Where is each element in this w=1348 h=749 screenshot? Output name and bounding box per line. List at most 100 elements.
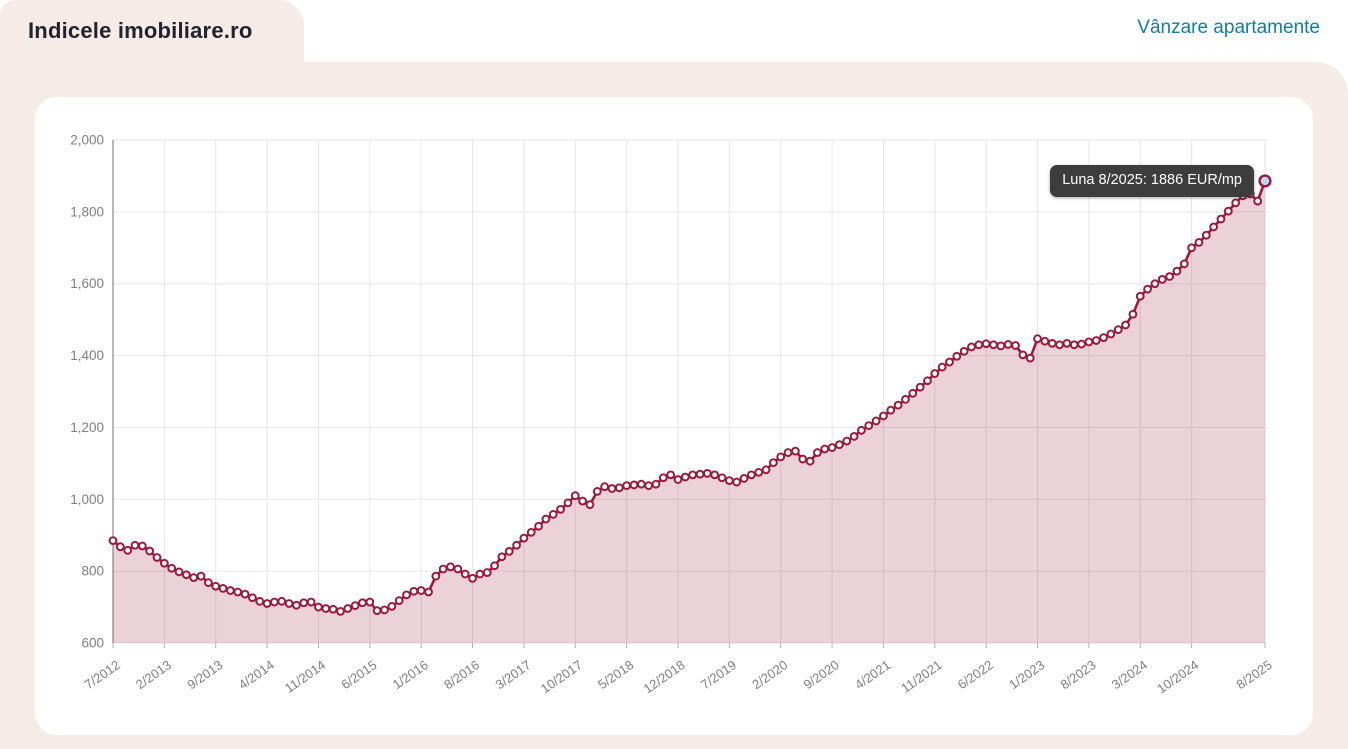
data-point-marker[interactable] bbox=[688, 470, 698, 480]
data-point-marker[interactable] bbox=[519, 533, 529, 543]
data-point-marker[interactable] bbox=[563, 498, 573, 508]
data-point-marker[interactable] bbox=[981, 339, 991, 349]
data-point-marker[interactable] bbox=[651, 479, 661, 489]
data-point-marker[interactable] bbox=[901, 395, 910, 404]
data-point-marker[interactable] bbox=[130, 540, 140, 550]
data-point-marker[interactable] bbox=[923, 376, 932, 386]
data-point-marker[interactable] bbox=[1077, 339, 1086, 349]
data-point-marker[interactable] bbox=[438, 564, 448, 574]
data-point-marker[interactable] bbox=[343, 604, 353, 613]
data-point-marker[interactable] bbox=[137, 541, 147, 551]
data-point-marker[interactable] bbox=[967, 342, 976, 352]
data-point-marker[interactable] bbox=[1157, 275, 1167, 284]
price-index-chart[interactable]: 2,000 1,800 1,600 1,400 1,200 1,000 800 600 7/20… bbox=[35, 97, 1313, 735]
data-point-marker[interactable] bbox=[805, 456, 815, 466]
data-point-marker[interactable] bbox=[945, 357, 954, 367]
data-point-marker[interactable] bbox=[211, 581, 221, 591]
data-point-marker[interactable] bbox=[1099, 333, 1108, 343]
data-point-marker[interactable] bbox=[270, 597, 279, 607]
data-point-marker[interactable] bbox=[431, 571, 441, 581]
data-point-marker[interactable] bbox=[1106, 329, 1116, 339]
data-point-marker[interactable] bbox=[409, 586, 419, 596]
data-point-marker[interactable] bbox=[108, 536, 118, 546]
data-point-marker[interactable] bbox=[196, 571, 206, 581]
data-point-marker[interactable] bbox=[497, 552, 507, 562]
data-point-marker[interactable] bbox=[1253, 196, 1263, 206]
data-point-marker[interactable] bbox=[1033, 334, 1042, 344]
data-point-marker[interactable] bbox=[541, 514, 551, 524]
data-point-marker[interactable] bbox=[739, 474, 749, 483]
data-point-marker[interactable] bbox=[1223, 206, 1233, 216]
data-point-marker[interactable] bbox=[974, 340, 984, 350]
data-point-marker[interactable] bbox=[416, 586, 426, 595]
data-point-marker[interactable] bbox=[387, 601, 397, 611]
data-point-marker[interactable] bbox=[1113, 325, 1123, 335]
data-point-marker[interactable] bbox=[115, 542, 125, 552]
data-point-marker[interactable] bbox=[724, 476, 734, 486]
data-point-marker[interactable] bbox=[203, 578, 213, 588]
data-point-marker[interactable] bbox=[380, 605, 389, 615]
data-point-marker[interactable] bbox=[1135, 291, 1145, 301]
data-point-marker[interactable] bbox=[636, 479, 646, 489]
data-point-marker[interactable] bbox=[1128, 309, 1138, 319]
data-point-marker[interactable] bbox=[570, 491, 580, 501]
data-point-marker[interactable] bbox=[871, 416, 881, 426]
data-point-marker[interactable] bbox=[1025, 353, 1035, 363]
data-point-marker[interactable] bbox=[886, 405, 896, 415]
data-point-marker[interactable] bbox=[490, 561, 499, 571]
data-point-marker[interactable] bbox=[578, 496, 588, 506]
data-point-marker[interactable] bbox=[336, 606, 345, 616]
data-point-marker[interactable] bbox=[1150, 279, 1160, 289]
data-point-marker[interactable] bbox=[526, 527, 536, 537]
data-point-marker[interactable] bbox=[761, 465, 771, 475]
data-point-marker[interactable] bbox=[1209, 222, 1219, 232]
data-point-marker[interactable] bbox=[710, 470, 720, 480]
data-point-marker[interactable] bbox=[798, 454, 808, 464]
data-point-marker[interactable] bbox=[402, 590, 411, 600]
data-point-marker[interactable] bbox=[174, 567, 184, 577]
data-point-marker[interactable] bbox=[233, 587, 243, 597]
data-point-marker[interactable] bbox=[585, 500, 595, 510]
data-point-marker[interactable] bbox=[1165, 272, 1175, 281]
data-point-marker[interactable] bbox=[181, 570, 191, 580]
data-point-marker[interactable] bbox=[548, 509, 558, 519]
data-point-marker[interactable] bbox=[1055, 340, 1064, 350]
data-point-marker[interactable] bbox=[475, 569, 485, 579]
data-point-marker[interactable] bbox=[1179, 259, 1189, 269]
data-point-marker[interactable] bbox=[152, 553, 162, 562]
data-point-marker[interactable] bbox=[1143, 284, 1152, 294]
data-point-marker[interactable] bbox=[460, 569, 470, 579]
data-point-marker[interactable] bbox=[629, 480, 639, 490]
data-point-marker[interactable] bbox=[768, 458, 778, 468]
data-point-marker[interactable] bbox=[123, 545, 133, 555]
data-point-marker[interactable] bbox=[1187, 243, 1197, 253]
data-point-marker[interactable] bbox=[306, 597, 316, 607]
data-point-marker[interactable] bbox=[1040, 336, 1050, 346]
data-point-marker[interactable] bbox=[600, 482, 610, 492]
data-point-marker[interactable] bbox=[534, 521, 543, 531]
data-point-marker[interactable] bbox=[556, 504, 565, 514]
data-point-marker[interactable] bbox=[321, 604, 331, 613]
data-point-marker[interactable] bbox=[673, 475, 683, 484]
data-point-marker[interactable] bbox=[790, 446, 800, 456]
data-point-marker[interactable] bbox=[1194, 238, 1204, 247]
data-point-marker[interactable] bbox=[248, 593, 257, 603]
data-point-marker[interactable] bbox=[835, 440, 844, 450]
data-point-marker[interactable] bbox=[959, 346, 969, 356]
highlighted-data-point[interactable] bbox=[1258, 174, 1272, 188]
data-point-marker[interactable] bbox=[930, 369, 940, 378]
data-point-marker[interactable] bbox=[908, 388, 918, 398]
data-point-marker[interactable] bbox=[820, 444, 830, 454]
data-point-marker[interactable] bbox=[746, 470, 756, 480]
data-point-marker[interactable] bbox=[717, 473, 727, 483]
data-point-marker[interactable] bbox=[504, 546, 514, 556]
data-point-marker[interactable] bbox=[218, 583, 228, 593]
data-point-marker[interactable] bbox=[1047, 338, 1057, 348]
data-point-marker[interactable] bbox=[1121, 320, 1130, 330]
data-point-marker[interactable] bbox=[159, 558, 169, 568]
data-point-marker[interactable] bbox=[996, 341, 1006, 351]
data-point-marker[interactable] bbox=[915, 382, 925, 392]
data-point-marker[interactable] bbox=[394, 596, 404, 606]
data-point-marker[interactable] bbox=[1201, 230, 1211, 240]
data-point-marker[interactable] bbox=[614, 483, 624, 493]
